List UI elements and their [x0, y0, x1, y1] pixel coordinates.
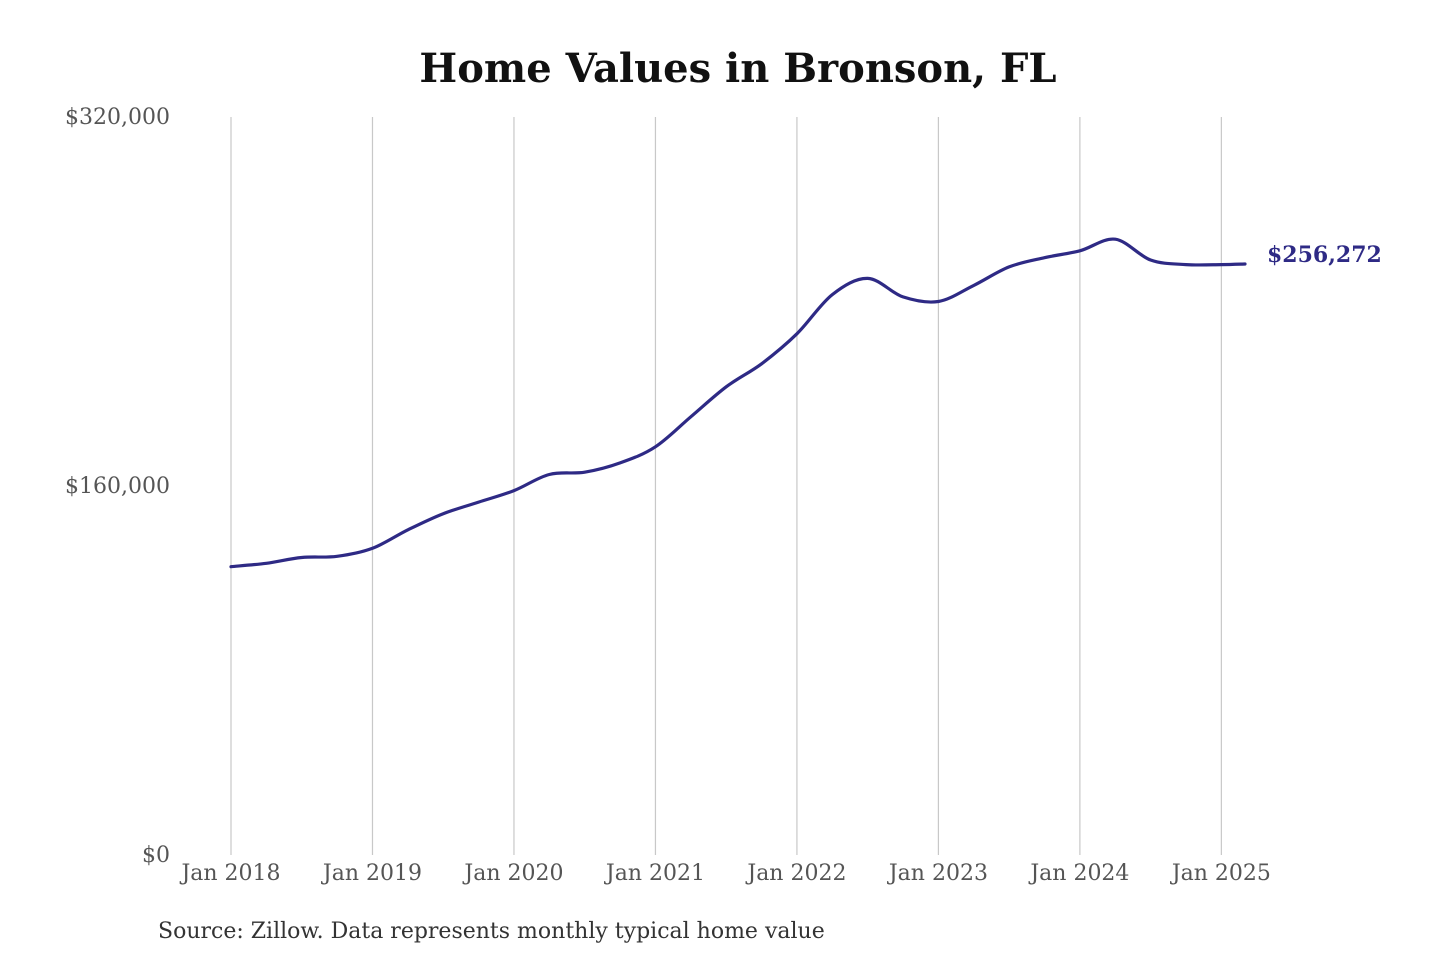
x-axis-ticks: Jan 2018 Jan 2019 Jan 2020 Jan 2021 Jan 2022… — [179, 861, 1270, 886]
y-tick-label: $320,000 — [65, 105, 170, 130]
x-tick-label: Jan 2019 — [321, 861, 422, 886]
gridlines — [230, 117, 1222, 855]
latest-value-label: $256,272 — [1267, 242, 1382, 268]
y-axis-ticks: $0 $160,000 $320,000 — [65, 105, 170, 868]
x-tick-label: Jan 2018 — [179, 861, 280, 886]
x-tick-label: Jan 2023 — [887, 861, 988, 886]
chart-title: Home Values in Bronson, FL — [419, 45, 1056, 92]
y-tick-label: $0 — [142, 843, 170, 868]
home-value-line — [229, 237, 1247, 569]
x-tick-label: Jan 2024 — [1028, 861, 1129, 886]
x-tick-label: Jan 2025 — [1170, 861, 1271, 886]
x-tick-label: Jan 2021 — [604, 861, 705, 886]
y-tick-label: $160,000 — [65, 474, 170, 499]
x-tick-label: Jan 2022 — [745, 861, 846, 886]
x-tick-label: Jan 2020 — [462, 861, 563, 886]
source-note: Source: Zillow. Data represents monthly … — [158, 919, 825, 944]
